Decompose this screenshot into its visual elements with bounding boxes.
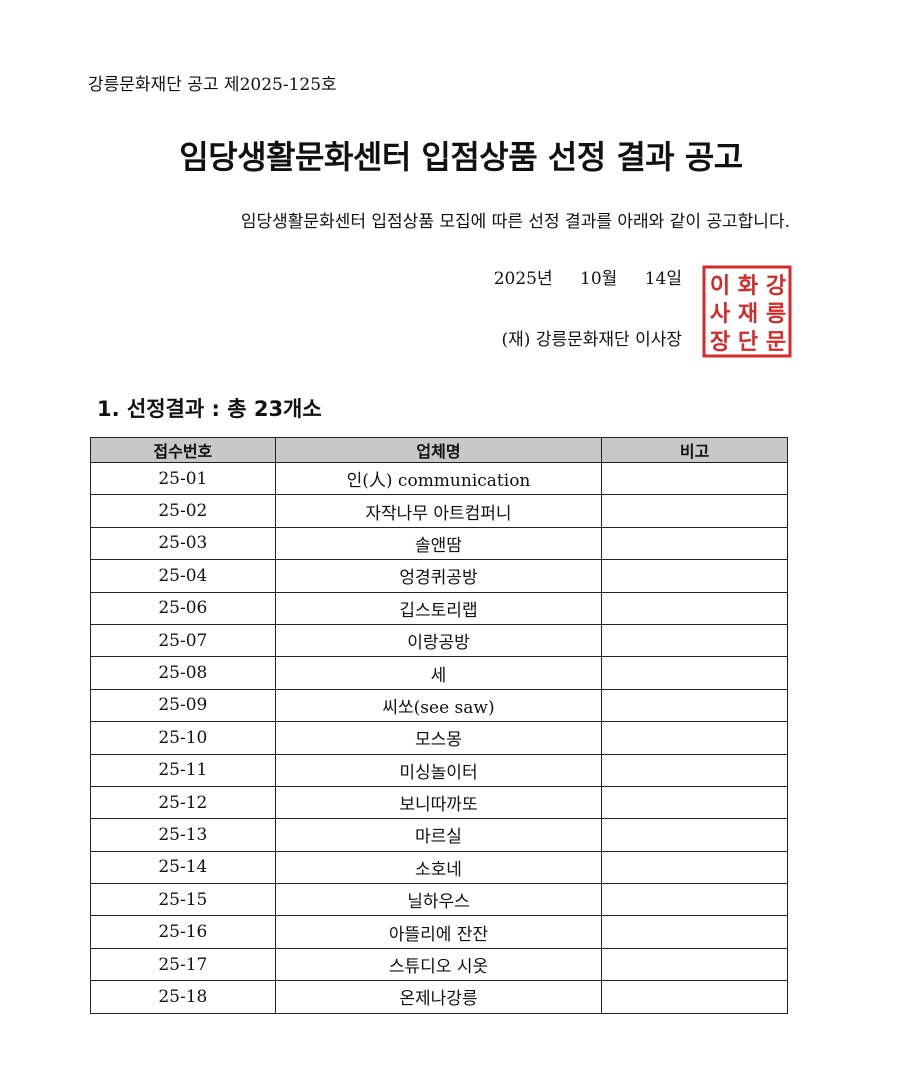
cell-remarks (601, 591, 788, 625)
table-row: 25-11 미싱놀이터 (90, 753, 788, 787)
cell-receipt-no: 25-04 (90, 559, 276, 593)
cell-remarks (601, 688, 788, 723)
seal-character: 단 (738, 330, 758, 355)
cell-remarks (601, 785, 788, 820)
cell-company-name: 소호네 (274, 850, 603, 885)
cell-remarks (601, 559, 788, 593)
cell-receipt-no: 25-14 (90, 850, 276, 885)
seal-character: 화 (738, 274, 758, 299)
document-title: 임당생활문화센터 입점상품 선정 결과 공고 (179, 138, 743, 176)
announcement-date: 2025년 10월 14일 (493, 269, 682, 289)
cell-remarks (601, 494, 788, 528)
cell-receipt-no: 25-07 (90, 623, 276, 658)
cell-remarks (601, 753, 788, 787)
cell-receipt-no: 25-08 (90, 656, 276, 690)
cell-receipt-no: 25-12 (90, 785, 276, 820)
cell-company-name: 닐하우스 (274, 883, 603, 917)
seal-character: 재 (738, 302, 758, 327)
cell-remarks (601, 461, 788, 496)
cell-receipt-no: 25-02 (90, 494, 276, 528)
cell-company-name: 스튜디오 시옷 (274, 947, 603, 982)
table-row: 25-17 스튜디오 시옷 (90, 947, 788, 982)
cell-company-name: 자작나무 아트컴퍼니 (274, 494, 603, 528)
cell-remarks (601, 818, 788, 852)
cell-company-name: 인(人) communication (274, 461, 603, 496)
table-row: 25-09 씨쏘(see saw) (90, 688, 788, 723)
cell-company-name: 아뜰리에 잔잔 (274, 915, 603, 949)
cell-receipt-no: 25-15 (90, 883, 276, 917)
table-row: 25-06 깁스토리랩 (90, 591, 788, 625)
table-row: 25-01 인(人) communication (90, 461, 788, 496)
table-row: 25-15 닐하우스 (90, 883, 788, 917)
table-row: 25-04 엉경퀴공방 (90, 559, 788, 593)
table-row: 25-13 마르실 (90, 818, 788, 852)
cell-remarks (601, 850, 788, 885)
cell-remarks (601, 656, 788, 690)
cell-company-name: 보니따까또 (274, 785, 603, 820)
cell-remarks (601, 980, 788, 1014)
issuer: (재) 강릉문화재단 이사장 (501, 330, 682, 350)
cell-remarks (601, 526, 788, 561)
table-row: 25-10 모스몽 (90, 721, 788, 755)
section-heading: 1. 선정결과 : 총 23개소 (97, 397, 322, 421)
cell-receipt-no: 25-10 (90, 721, 276, 755)
table-row: 25-08 세 (90, 656, 788, 690)
cell-remarks (601, 623, 788, 658)
cell-company-name: 미싱놀이터 (274, 753, 603, 787)
cell-receipt-no: 25-06 (90, 591, 276, 625)
cell-remarks (601, 947, 788, 982)
header-company-name: 업체명 (274, 437, 603, 463)
cell-company-name: 세 (274, 656, 603, 690)
table-row: 25-03 솔앤땀 (90, 526, 788, 561)
cell-company-name: 온제나강릉 (274, 980, 603, 1014)
official-seal: 강릉문 화재단 이사장 (702, 265, 792, 358)
seal-character: 릉 (766, 302, 786, 327)
table-row: 25-16 아뜰리에 잔잔 (90, 915, 788, 949)
cell-remarks (601, 883, 788, 917)
table-row: 25-02 자작나무 아트컴퍼니 (90, 494, 788, 528)
cell-receipt-no: 25-03 (90, 526, 276, 561)
cell-company-name: 솔앤땀 (274, 526, 603, 561)
cell-receipt-no: 25-18 (90, 980, 276, 1014)
cell-receipt-no: 25-17 (90, 947, 276, 982)
document-number: 강릉문화재단 공고 제2025-125호 (88, 75, 337, 95)
results-table: 접수번호 업체명 비고 25-01 인(人) communication 25-02… (90, 437, 788, 1014)
header-receipt-no: 접수번호 (90, 437, 276, 463)
cell-company-name: 모스몽 (274, 721, 603, 755)
table-row: 25-12 보니따까또 (90, 785, 788, 820)
cell-company-name: 마르실 (274, 818, 603, 852)
cell-remarks (601, 915, 788, 949)
seal-character: 사 (710, 302, 731, 327)
table-row: 25-18 온제나강릉 (90, 980, 788, 1014)
table-row: 25-14 소호네 (90, 850, 788, 885)
seal-character: 이 (710, 274, 730, 299)
intro-text: 임당생활문화센터 입점상품 모집에 따른 선정 결과를 아래와 같이 공고합니다… (240, 212, 790, 232)
header-remarks: 비고 (601, 437, 788, 463)
cell-receipt-no: 25-09 (90, 688, 276, 723)
seal-character: 장 (710, 330, 730, 355)
cell-company-name: 이랑공방 (274, 623, 603, 658)
cell-company-name: 깁스토리랩 (274, 591, 603, 625)
cell-receipt-no: 25-11 (90, 753, 276, 787)
cell-company-name: 씨쏘(see saw) (274, 688, 603, 723)
cell-receipt-no: 25-13 (90, 818, 276, 852)
seal-character: 문 (766, 330, 786, 355)
cell-company-name: 엉경퀴공방 (274, 559, 603, 593)
table-row: 25-07 이랑공방 (90, 623, 788, 658)
cell-receipt-no: 25-01 (90, 461, 276, 496)
table-header-row: 접수번호 업체명 비고 (90, 437, 788, 463)
seal-character: 강 (766, 274, 786, 299)
cell-remarks (601, 721, 788, 755)
cell-receipt-no: 25-16 (90, 915, 276, 949)
